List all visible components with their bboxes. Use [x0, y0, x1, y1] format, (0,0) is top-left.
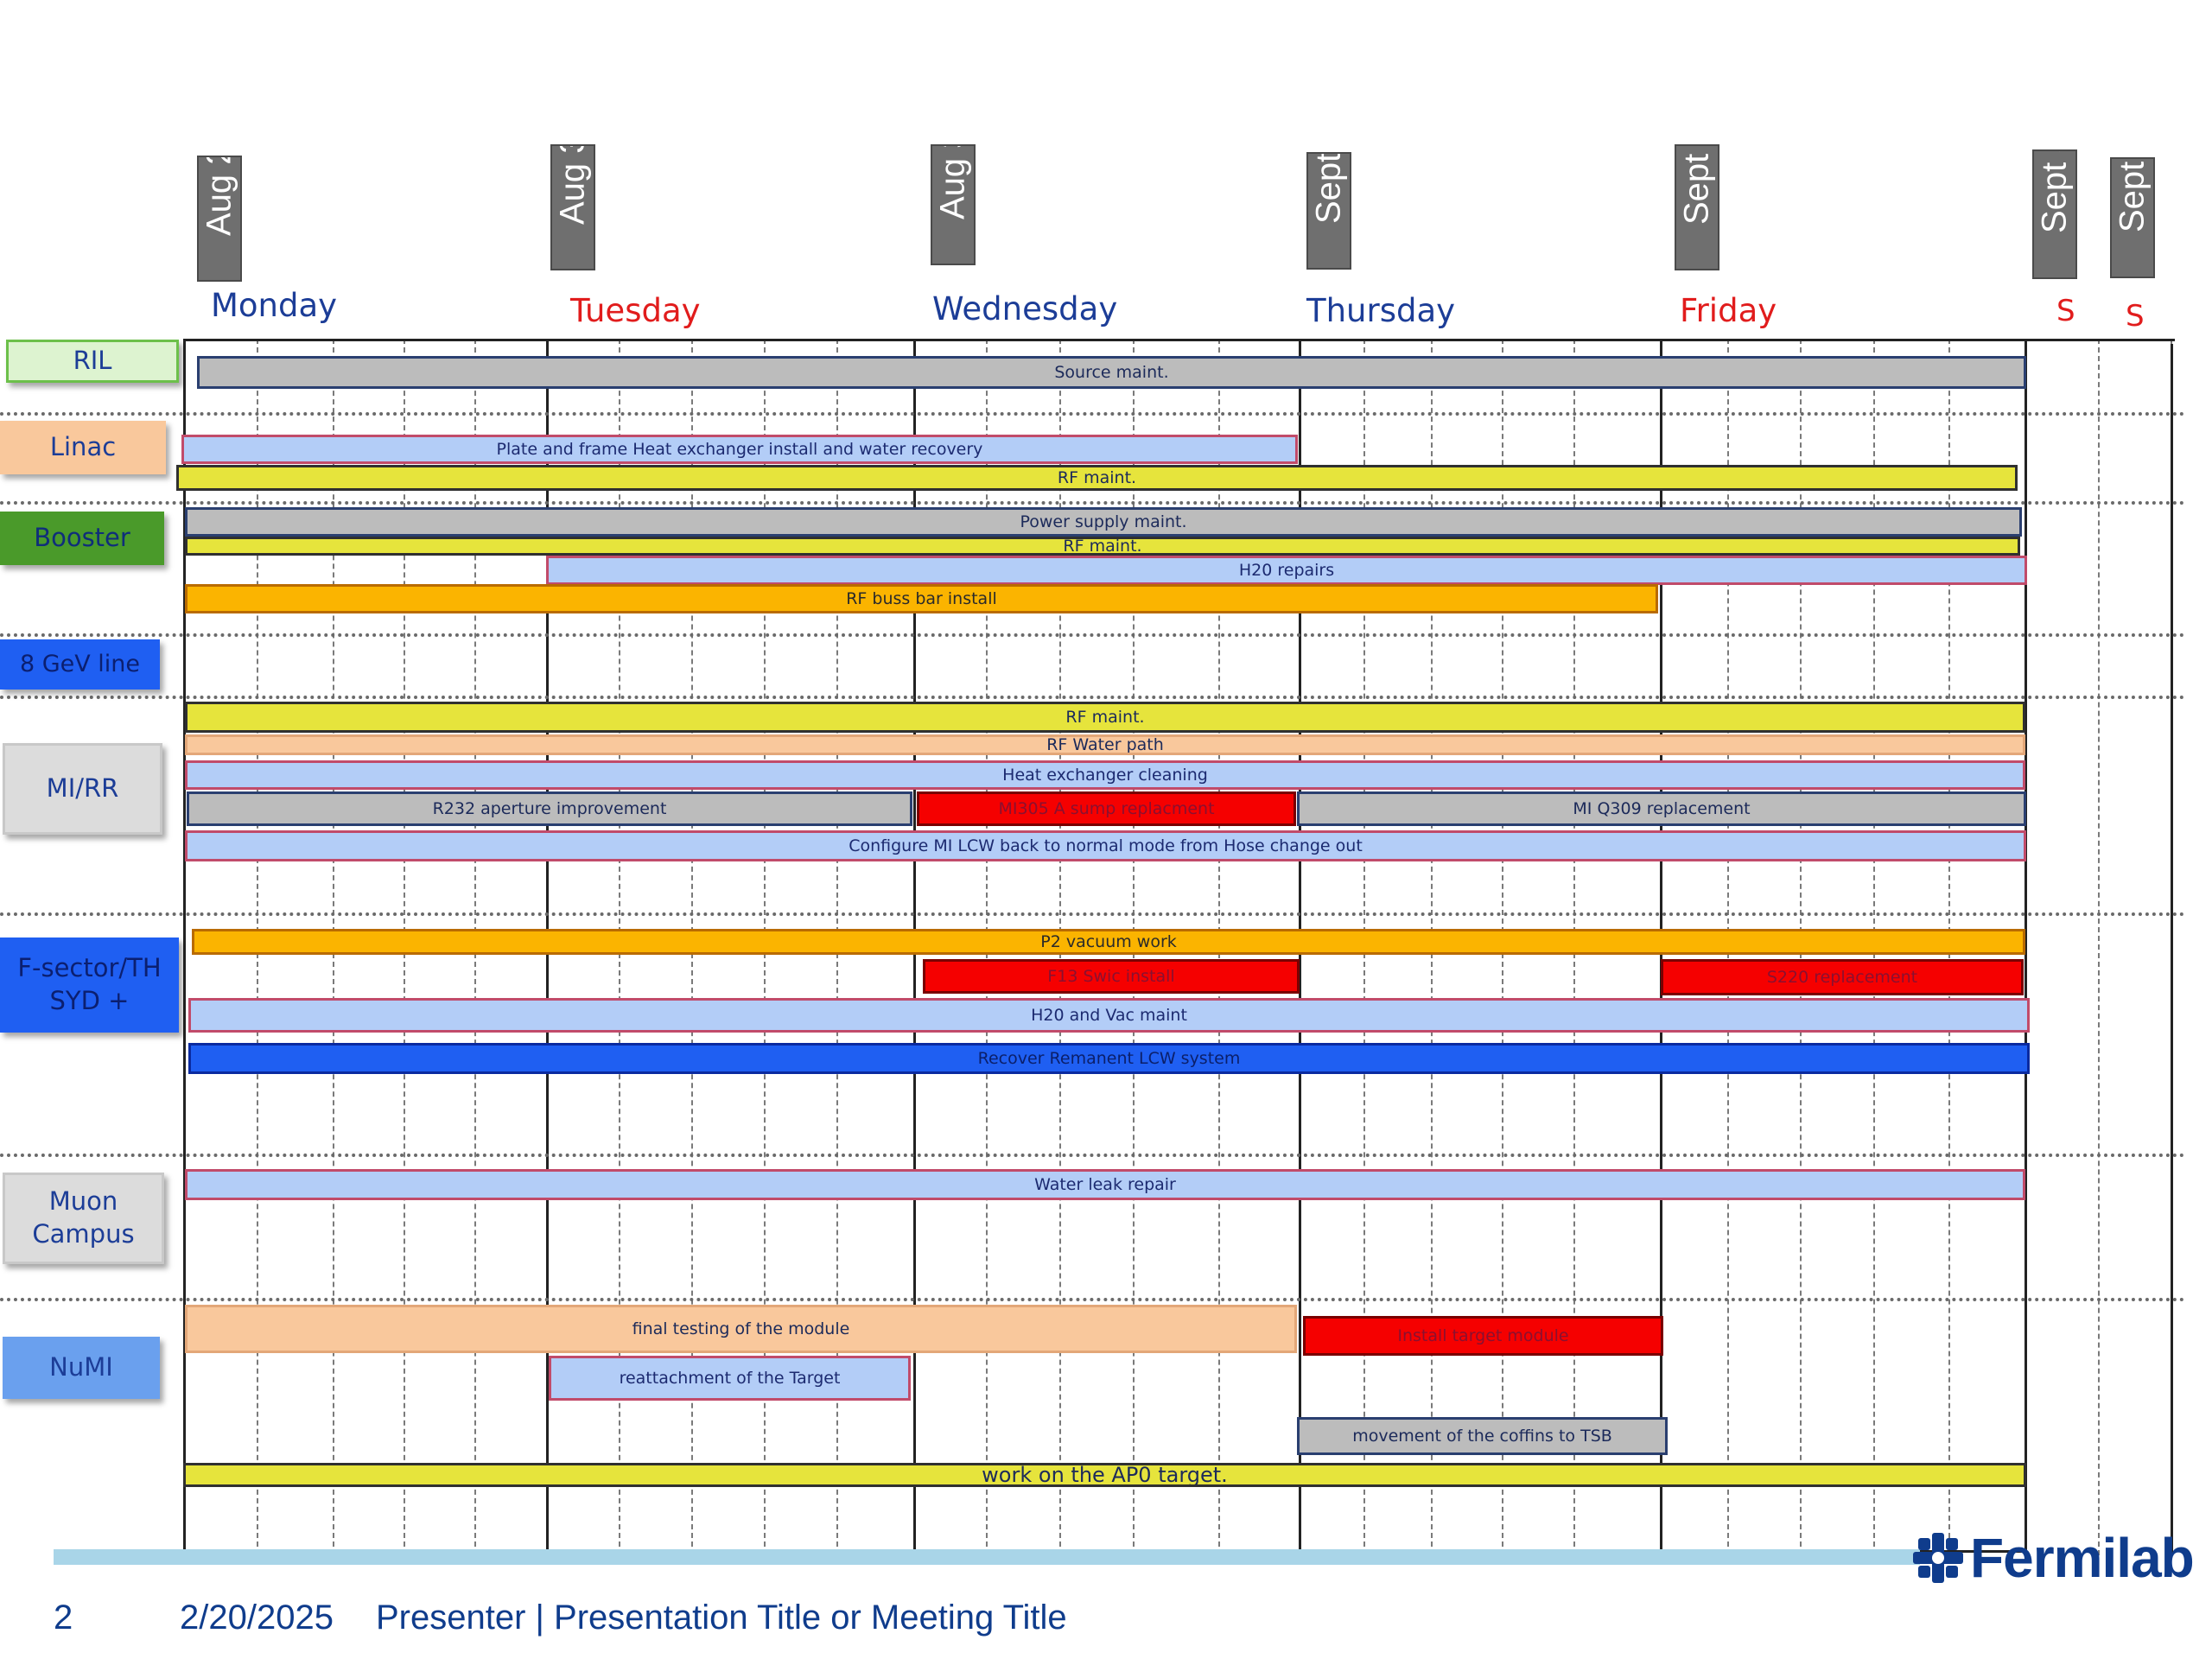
date-label: Sept 2nd [1677, 144, 1716, 225]
task-bar: H20 repairs [546, 556, 2027, 585]
day-label: Monday [211, 287, 338, 324]
task-bar: Install target module [1303, 1316, 1663, 1356]
day-label: Friday [1680, 292, 1777, 329]
footer-line [54, 1549, 1920, 1565]
task-bar: Heat exchanger cleaning [185, 760, 2025, 790]
day-label: Tuesday [570, 292, 701, 329]
task-bar: RF buss bar install [185, 584, 1658, 613]
task-bar: reattachment of the Target [549, 1356, 911, 1401]
task-bar: RF maint. [185, 537, 2020, 556]
day-label: S [2126, 299, 2145, 334]
task-bar: H20 and Vac maint [188, 998, 2030, 1033]
row-separator [0, 1154, 2186, 1157]
row-separator [0, 696, 2186, 699]
task-bar: Power supply maint. [185, 507, 2022, 537]
task-bar: final testing of the module [185, 1305, 1297, 1353]
grid-line-day [183, 339, 186, 1555]
system-label: Linac [0, 421, 166, 474]
system-label: 8 GeV line [0, 639, 160, 690]
system-label: MI/RR [3, 743, 162, 835]
row-separator [0, 1298, 2186, 1301]
task-bar: Water leak repair [185, 1169, 2025, 1200]
task-bar: Configure MI LCW back to normal mode fro… [185, 830, 2026, 861]
task-bar: F13 Swic install [923, 959, 1300, 994]
task-bar: MI Q309 replacement [1297, 791, 2026, 826]
system-label: F-sector/TH SYD + [0, 938, 179, 1033]
system-label: Booster [0, 512, 164, 565]
date-label: Aug 29th [200, 156, 238, 236]
day-label: Thursday [1306, 292, 1456, 329]
row-separator [0, 501, 2186, 505]
fermilab-logo-text: Fermilab [1970, 1527, 2195, 1589]
grid-line-day [2024, 339, 2027, 1555]
task-bar: P2 vacuum work [192, 929, 2025, 955]
task-bar: RF maint. [176, 465, 2018, 491]
date-tab: Aug 30th [550, 144, 595, 270]
task-bar: movement of the coffins to TSB [1297, 1417, 1668, 1455]
date-label: Sept 3rd [2035, 149, 2074, 233]
date-label: Aug 31st [933, 144, 972, 219]
task-bar: R232 aperture improvement [187, 791, 912, 826]
system-label: Muon Campus [3, 1173, 164, 1264]
day-label: S [2056, 294, 2075, 328]
day-label: Wednesday [932, 290, 1118, 327]
grid-line-day [2171, 344, 2173, 1555]
grid-line-hour [2098, 339, 2100, 1555]
fermilab-logo-icon [1913, 1533, 1963, 1583]
row-separator [0, 633, 2186, 637]
task-bar: work on the AP0 target. [183, 1463, 2026, 1487]
date-tab: Aug 29th [197, 156, 242, 282]
fermilab-logo: Fermilab [1911, 1527, 2195, 1589]
date-label: Sept 4th [2113, 157, 2152, 232]
task-bar: RF Water path [185, 734, 2025, 755]
system-label: NuMI [3, 1337, 160, 1399]
task-bar: S220 replacement [1661, 959, 2024, 995]
task-bar: MI305 A sump replacment [917, 791, 1296, 826]
footer-date: 2/20/2025 [180, 1599, 334, 1637]
system-label: RIL [6, 340, 179, 383]
grid-top-border [183, 339, 2175, 341]
task-bar: Plate and frame Heat exchanger install a… [181, 435, 1298, 464]
date-label: Sept 1st [1309, 152, 1348, 224]
task-bar: Source maint. [197, 356, 2026, 389]
date-tab: Sept 4th [2110, 157, 2155, 278]
footer-presenter: Presenter | Presentation Title or Meetin… [376, 1599, 1067, 1637]
row-separator [0, 912, 2186, 916]
task-bar: Recover Remanent LCW system [188, 1043, 2030, 1074]
date-tab: Aug 31st [931, 144, 976, 265]
date-tab: Sept 3rd [2032, 149, 2077, 279]
date-label: Aug 30th [553, 144, 592, 225]
page-number: 2 [54, 1599, 73, 1637]
date-tab: Sept 2nd [1675, 144, 1719, 270]
row-separator [0, 412, 2186, 416]
date-tab: Sept 1st [1306, 152, 1351, 270]
task-bar: RF maint. [185, 702, 2025, 733]
